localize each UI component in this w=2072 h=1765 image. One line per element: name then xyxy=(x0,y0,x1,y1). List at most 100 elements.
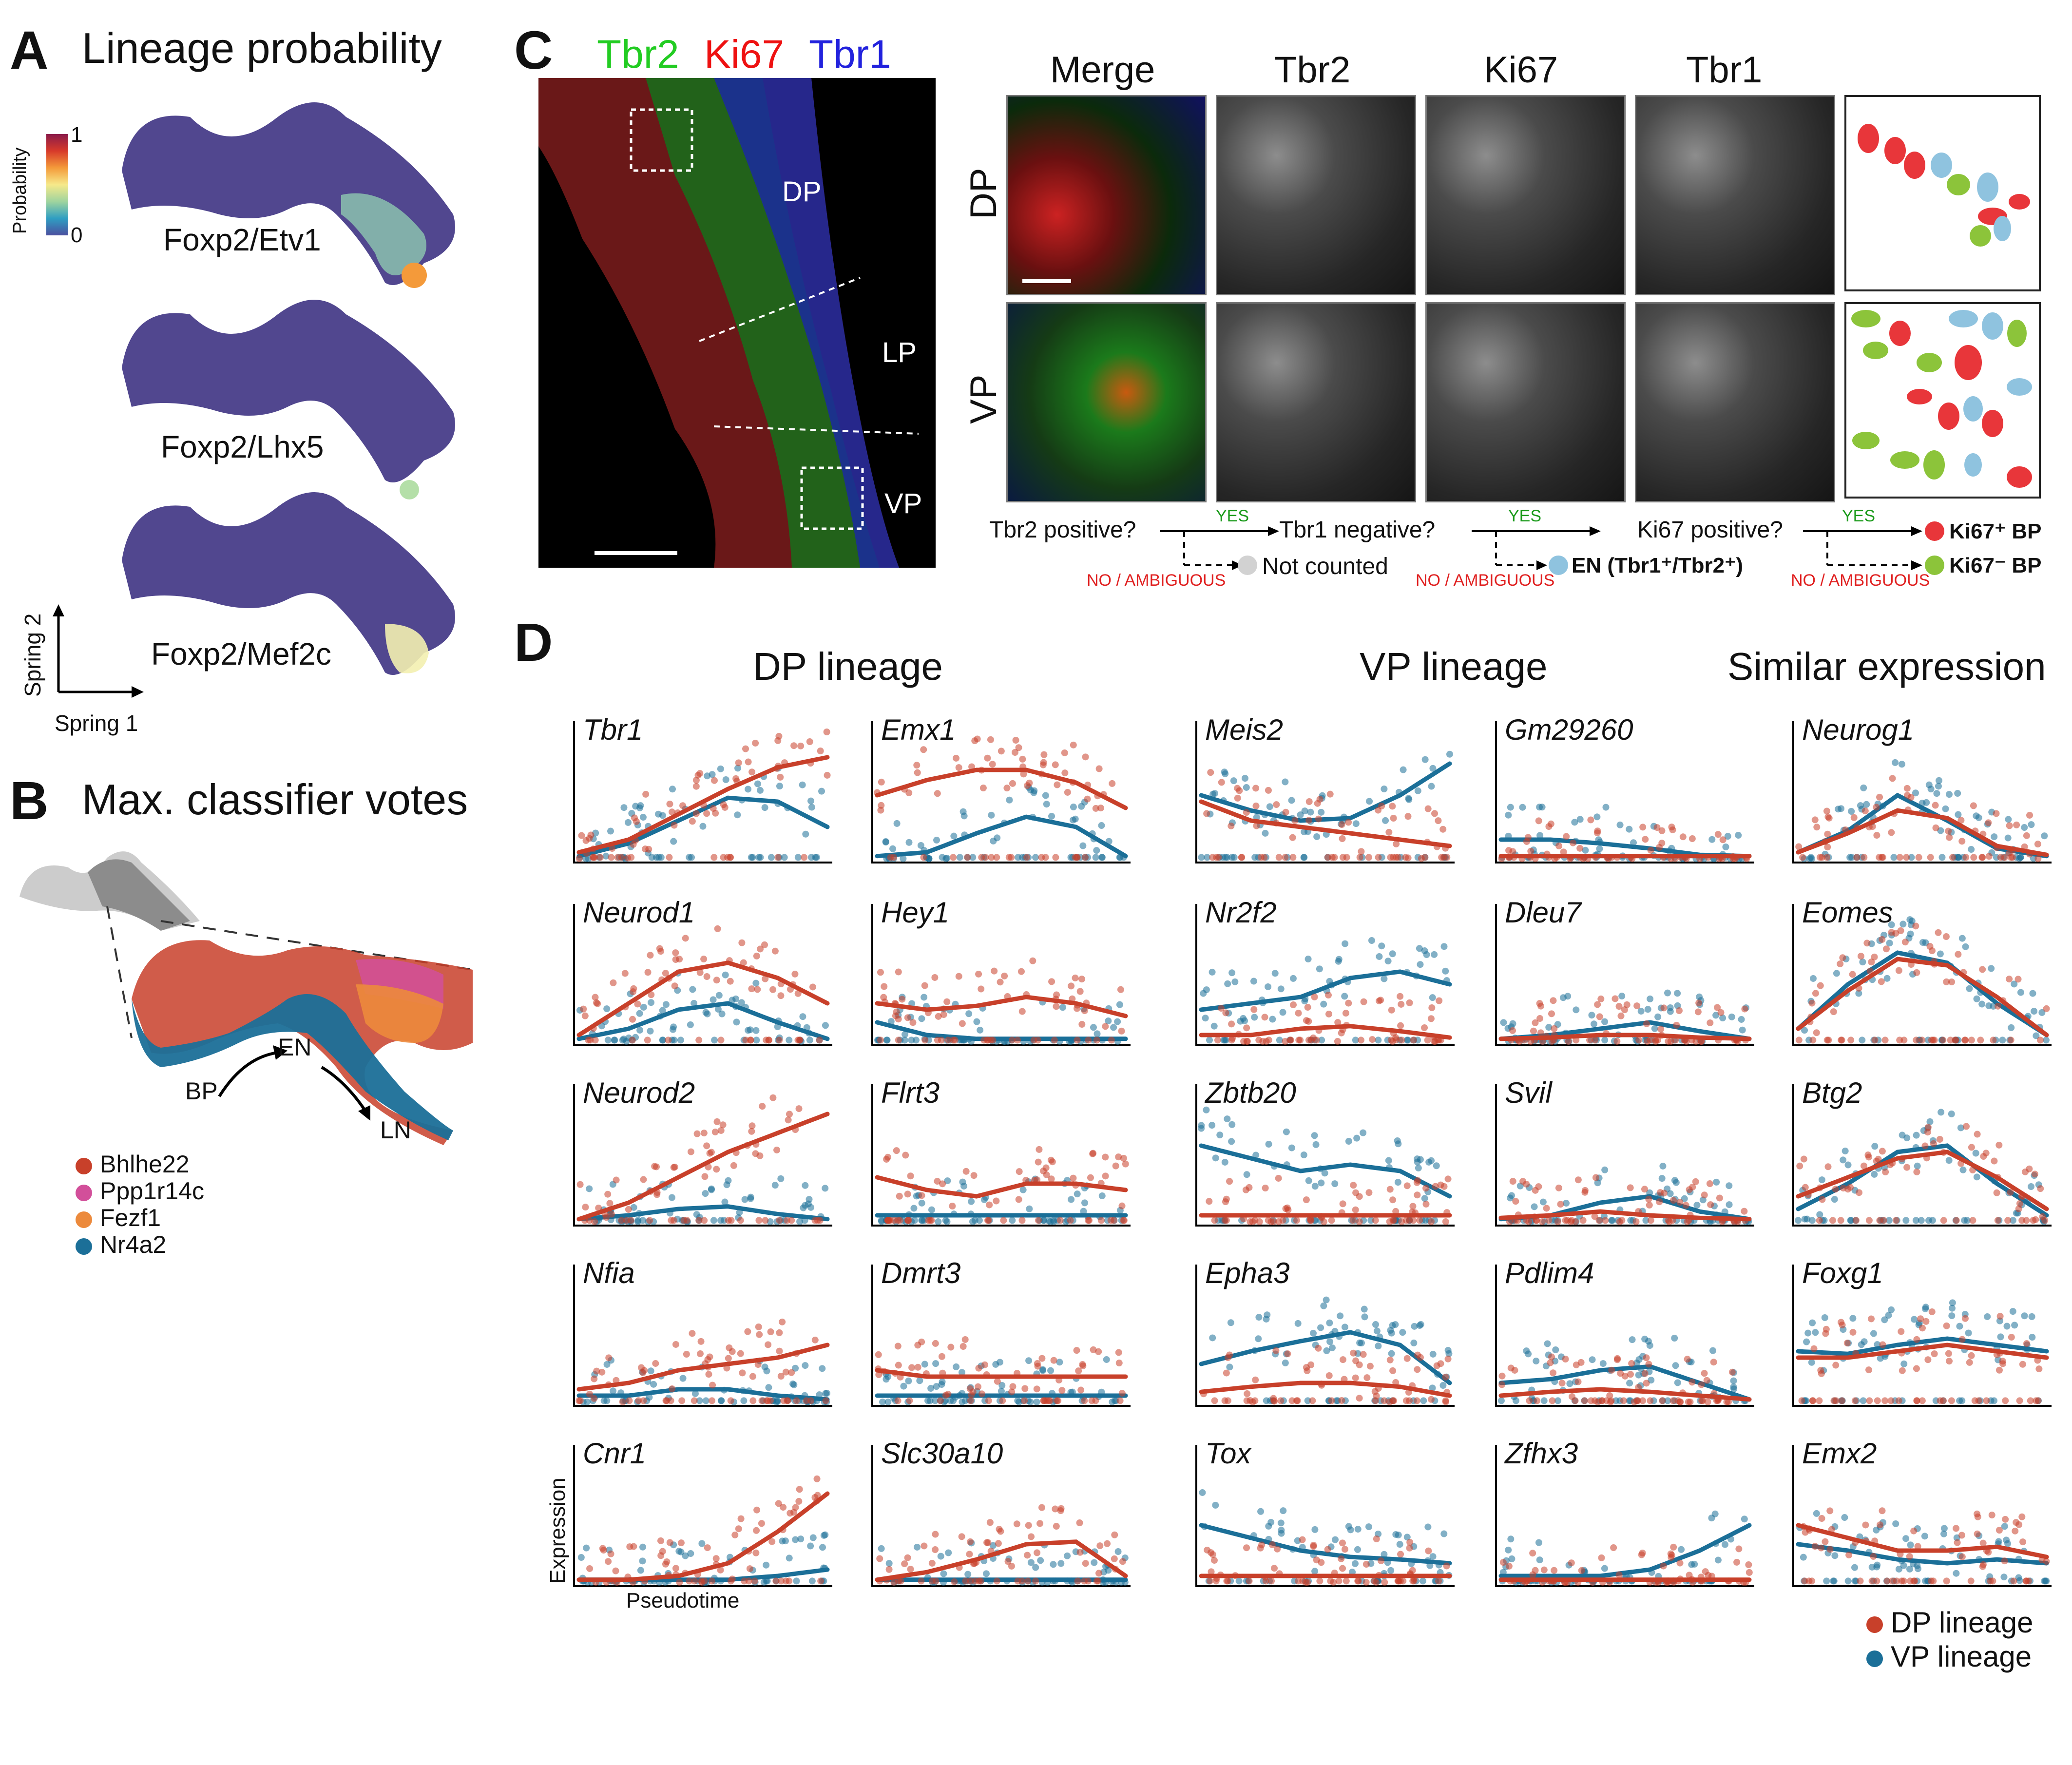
point xyxy=(672,949,679,957)
point xyxy=(1305,1177,1312,1184)
point xyxy=(717,1127,725,1134)
point xyxy=(1115,1153,1122,1161)
point xyxy=(1573,1361,1580,1368)
point xyxy=(1102,1153,1109,1161)
gene-label-hey1: Hey1 xyxy=(881,896,949,929)
point xyxy=(959,1369,966,1376)
point xyxy=(1593,813,1601,821)
point xyxy=(595,1204,602,1211)
point xyxy=(1851,1564,1859,1571)
point xyxy=(1208,1568,1215,1575)
point xyxy=(1949,854,1956,861)
point xyxy=(1616,821,1624,828)
point xyxy=(1040,751,1048,758)
arrow-label-bp: BP xyxy=(185,1077,218,1105)
point xyxy=(730,1162,737,1169)
point xyxy=(1645,1195,1652,1203)
group-title-vp: VP lineage xyxy=(1360,645,1548,688)
point xyxy=(1830,1008,1837,1016)
point xyxy=(1921,1142,1929,1150)
point xyxy=(1996,1313,2004,1320)
point xyxy=(959,1399,966,1405)
point xyxy=(822,1397,829,1404)
point xyxy=(1979,854,1986,861)
point xyxy=(1304,1397,1311,1404)
point xyxy=(637,1567,644,1574)
point xyxy=(1243,1024,1250,1032)
point xyxy=(822,1022,829,1029)
point xyxy=(691,1397,698,1404)
point xyxy=(1262,1184,1269,1191)
point xyxy=(1253,822,1260,829)
point xyxy=(755,1217,763,1224)
point xyxy=(659,1007,666,1014)
axes-foxg1 xyxy=(1792,1265,2052,1407)
point xyxy=(704,1544,711,1552)
point xyxy=(1282,1038,1289,1045)
point xyxy=(2029,1334,2036,1341)
point xyxy=(1218,779,1225,786)
point xyxy=(1669,1397,1677,1404)
point xyxy=(2026,1165,2033,1172)
point xyxy=(968,1198,975,1205)
point xyxy=(1038,1355,1046,1362)
point xyxy=(753,1527,760,1534)
point xyxy=(1574,1176,1582,1184)
point xyxy=(905,1217,912,1224)
point xyxy=(1945,791,1953,798)
point xyxy=(1698,1381,1705,1388)
point xyxy=(639,814,647,821)
point xyxy=(1819,1196,1826,1203)
point xyxy=(1422,1217,1429,1224)
point xyxy=(816,1391,823,1399)
point xyxy=(776,1036,783,1044)
point xyxy=(670,1164,677,1171)
point xyxy=(794,854,802,861)
points-vp-svil xyxy=(1507,1162,1752,1225)
point xyxy=(1091,1559,1098,1566)
point xyxy=(1664,1397,1671,1404)
legend-dot-nr4a2 xyxy=(76,1238,92,1255)
point xyxy=(767,1397,774,1404)
point xyxy=(1243,1171,1250,1178)
point xyxy=(1318,1179,1325,1187)
point xyxy=(1209,854,1216,861)
point xyxy=(1568,1559,1575,1567)
point xyxy=(1342,1010,1349,1017)
point xyxy=(671,982,678,990)
point xyxy=(998,748,1005,755)
point xyxy=(1711,1510,1719,1517)
point xyxy=(1009,780,1016,787)
point xyxy=(725,1217,732,1224)
spring-map-etv1 xyxy=(122,102,455,288)
point xyxy=(1046,1397,1054,1404)
point xyxy=(917,842,924,849)
trend-dp-neurod1 xyxy=(576,960,830,1037)
trend-vp-epha3 xyxy=(1199,1330,1452,1385)
point xyxy=(706,1150,713,1157)
point xyxy=(1959,1166,1967,1173)
gene-label-neurog1: Neurog1 xyxy=(1802,713,1914,746)
point xyxy=(1676,1559,1684,1567)
point xyxy=(1105,1017,1112,1025)
point xyxy=(1115,1360,1123,1367)
point xyxy=(639,1217,647,1224)
point xyxy=(732,775,740,782)
point xyxy=(1890,854,1898,861)
gene-label-neurod2: Neurod2 xyxy=(583,1076,695,1109)
point xyxy=(1081,1199,1089,1207)
point xyxy=(1531,1203,1538,1210)
point xyxy=(1389,1367,1397,1374)
point xyxy=(1922,1577,1929,1585)
point xyxy=(1311,1568,1319,1575)
point xyxy=(727,1397,734,1404)
point xyxy=(1108,1036,1115,1044)
flow-yes-3: YES xyxy=(1842,507,1876,525)
point xyxy=(1942,933,1950,940)
point xyxy=(1969,1217,1976,1224)
point xyxy=(1913,1168,1920,1175)
point xyxy=(2008,1334,2015,1341)
legend-dot-bhlhe22 xyxy=(76,1157,92,1174)
point xyxy=(1378,803,1385,810)
